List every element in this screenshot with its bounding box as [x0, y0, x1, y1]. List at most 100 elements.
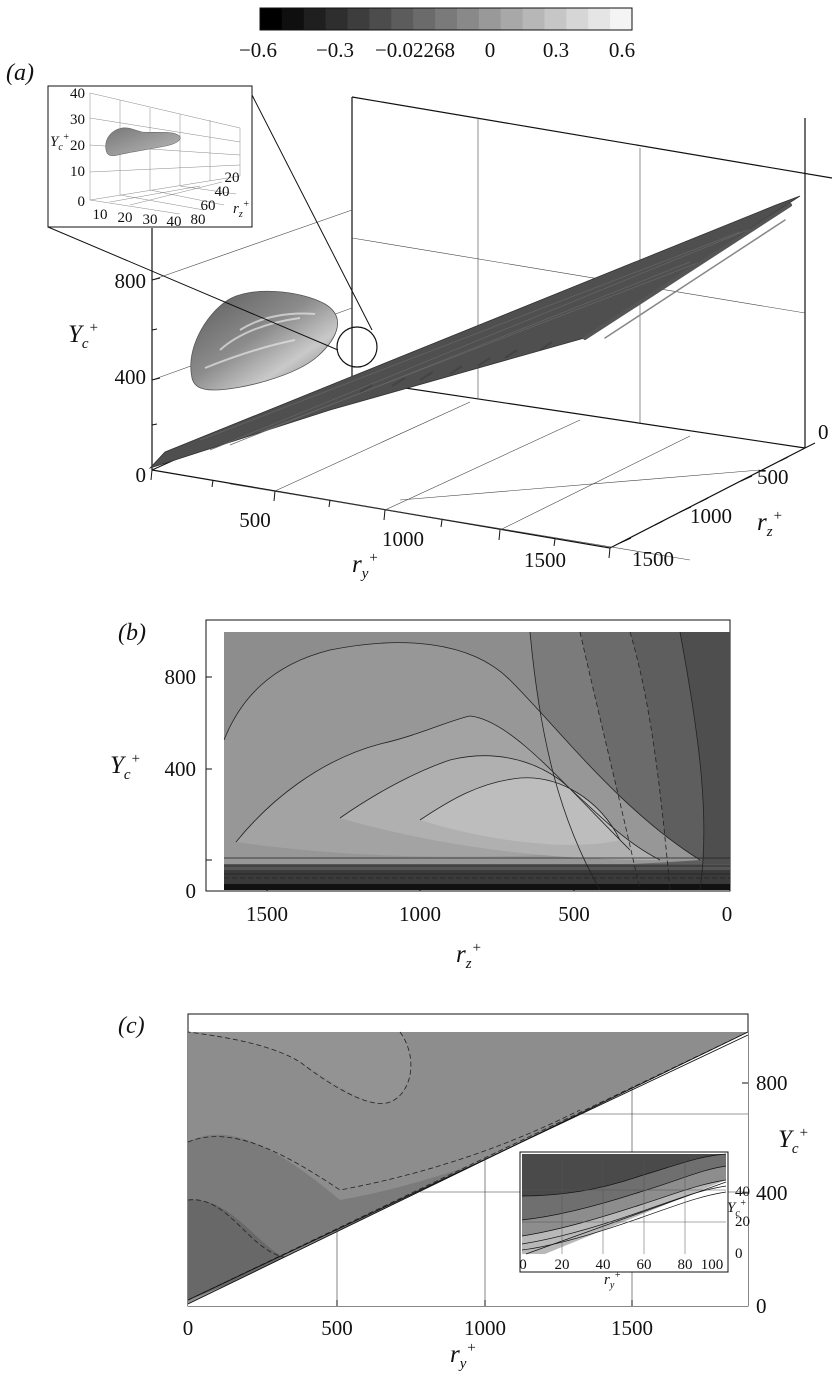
colorbar-tick: 0 [485, 38, 496, 62]
x-tick: 1000 [464, 1316, 506, 1340]
inset-contours [521, 1153, 727, 1255]
colorbar-cell [435, 8, 458, 30]
x-axis-label: rz+ [456, 940, 482, 972]
colorbar-cell [391, 8, 414, 30]
y-tick: 400 [165, 757, 197, 781]
z-tick: 1000 [690, 504, 732, 528]
contour-lines [224, 632, 730, 890]
inset-grid [522, 1160, 726, 1254]
z-tick: 0 [818, 420, 829, 444]
inset-y-tick: 30 [70, 112, 85, 128]
ry-axis-ticks [150, 469, 611, 559]
x-tick: 1000 [382, 527, 424, 551]
inset-x-tick: 60 [637, 1257, 652, 1273]
b-ticks [206, 676, 575, 891]
x-tick: 1500 [246, 902, 288, 926]
y-tick: 800 [165, 665, 197, 689]
colorbar-tick: 0.3 [543, 38, 569, 62]
colorbar-tick: 0.6 [609, 38, 635, 62]
inset-z-label: rz+ [233, 199, 250, 220]
colorbar-tick: −0.02268 [375, 38, 455, 62]
inset-x-tick: 0 [519, 1257, 527, 1273]
x-tick: 1000 [399, 902, 441, 926]
contour-lines [187, 1031, 749, 1305]
zoom-line [251, 94, 373, 331]
y-axis-label: Yc+ [68, 320, 99, 352]
inset-x-tick: 10 [93, 207, 108, 223]
colorbar-cell [413, 8, 436, 30]
sheet-streaks [199, 224, 761, 451]
panel-b: (b) [110, 619, 733, 972]
inset-z-tick: 40 [215, 184, 230, 200]
inset-a: 40 30 20 10 0 Yc+ 10 20 30 40 80 60 40 2… [47, 85, 253, 230]
y-tick: 400 [756, 1181, 788, 1205]
sheet-strips-thin [604, 219, 786, 339]
panel-label: (b) [118, 620, 146, 646]
y-tick: 400 [115, 365, 147, 389]
colorbar: −0.6 −0.3 −0.02268 0 0.3 0.6 [239, 7, 635, 62]
x-tick: 1500 [524, 548, 566, 572]
inset-x-label: ry+ [604, 1270, 621, 1291]
colorbar-cell [588, 8, 611, 30]
zoom-line [47, 226, 339, 351]
contour-band [680, 632, 730, 890]
panel-a: (a) [6, 60, 832, 582]
contour-band [188, 1199, 290, 1300]
blob-highlight [204, 312, 316, 369]
colorbar-cells [260, 8, 633, 30]
colorbar-cell [456, 8, 480, 30]
contour-lines-dashed [224, 632, 730, 890]
inset-y-tick: 40 [735, 1184, 750, 1200]
contour-field [187, 1031, 749, 1306]
colorbar-cell [369, 8, 392, 30]
colorbar-cell [347, 8, 370, 30]
colorbar-cell [610, 8, 633, 30]
y-tick: 800 [115, 269, 147, 293]
inset-blank [522, 1180, 726, 1256]
colorbar-cell [544, 8, 567, 30]
x-axis-label: ry+ [450, 1340, 477, 1372]
inset-y-label: Yc+ [50, 132, 70, 153]
zoom-circle [336, 326, 378, 368]
z-tick: 500 [757, 465, 789, 489]
panel-c: (c) [118, 1013, 809, 1372]
colorbar-frame [259, 7, 633, 31]
panel-label: (a) [6, 60, 34, 86]
x-tick: 1500 [611, 1316, 653, 1340]
colorbar-cell [500, 8, 524, 30]
inset-z-tick: 80 [191, 212, 206, 228]
inset-y-tick: 0 [735, 1246, 743, 1262]
contour-field [224, 632, 730, 890]
contour-band [224, 884, 730, 890]
contour-band [420, 777, 620, 845]
colorbar-cell [566, 8, 589, 30]
sheet-fringe [359, 341, 553, 393]
inset-y-tick: 20 [70, 138, 85, 154]
isosurface-blob [190, 290, 338, 391]
contour-band [224, 864, 730, 870]
inset-x-tick: 100 [701, 1257, 724, 1273]
inset-y-tick: 40 [70, 86, 85, 102]
colorbar-cell [478, 8, 502, 30]
inset-x-tick: 30 [143, 212, 158, 228]
panel-label: (c) [118, 1013, 145, 1039]
contour-band [630, 632, 704, 890]
sheet-strips [583, 203, 792, 340]
inset-y-tick: 20 [735, 1214, 750, 1230]
colorbar-cell [303, 8, 327, 30]
y-axis-label: Yc+ [110, 751, 141, 783]
inset-y-label: Yc+ [727, 1198, 747, 1219]
colorbar-cell [522, 8, 545, 30]
x-tick: 500 [239, 508, 271, 532]
y-tick: 0 [756, 1294, 767, 1318]
colorbar-tick: −0.3 [316, 38, 354, 62]
x-axis-label: ry+ [352, 550, 379, 582]
z-tick: 1500 [632, 547, 674, 571]
box-frame [151, 96, 832, 549]
yc-axis-ticks [151, 277, 161, 426]
rz-axis-ticks [619, 442, 816, 544]
colorbar-cell [281, 8, 305, 30]
c-ticks [336, 1082, 748, 1306]
x-tick: 0 [722, 902, 733, 926]
inset-x-tick: 40 [596, 1257, 611, 1273]
